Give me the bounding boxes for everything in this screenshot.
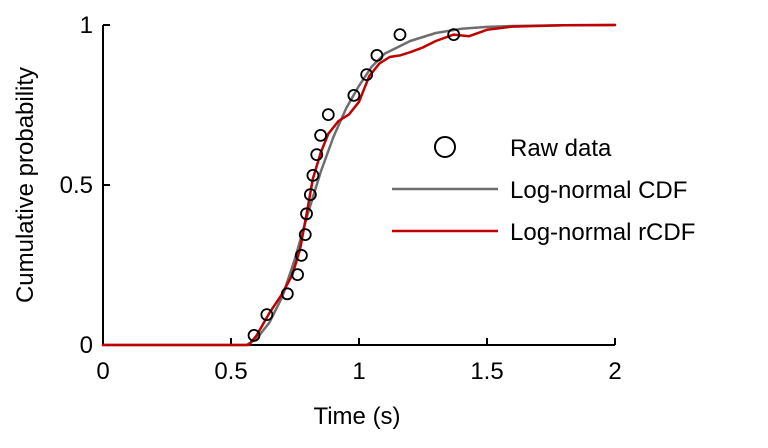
raw-data-point [370, 49, 384, 62]
log-normal-rcdf-line [101, 23, 617, 347]
raw-data-point [298, 228, 312, 242]
raw-data-point [291, 268, 304, 282]
x-tick-label: 0 [96, 358, 109, 385]
y-tick-label: 0 [80, 332, 93, 359]
x-axis-label: Time (s) [313, 403, 400, 430]
raw-data-point [260, 308, 274, 322]
x-tick-label: 0.5 [214, 358, 247, 385]
raw-data-point [360, 68, 374, 81]
axes: 0 0.5 1 1.5 2 0 0.5 1 [60, 12, 622, 385]
x-tick-label: 1 [352, 358, 365, 385]
x-tick-label: 1.5 [470, 358, 503, 385]
y-tick-label: 1 [80, 12, 93, 39]
legend-label: Raw data [510, 135, 612, 162]
raw-data-point [447, 28, 461, 41]
raw-data-point [280, 287, 294, 301]
x-tick-label: 2 [608, 358, 621, 385]
raw-data-point [247, 328, 261, 342]
raw-data-point [300, 207, 313, 221]
raw-data-point [294, 248, 308, 262]
plot-area [101, 23, 617, 347]
raw-data-point [306, 168, 320, 182]
raw-data-point [321, 108, 335, 121]
legend-label: Log-normal rCDF [510, 219, 695, 246]
raw-data-point [347, 89, 361, 102]
raw-data-point [303, 188, 317, 202]
y-tick-label: 0.5 [60, 172, 93, 199]
legend: Raw data Log-normal CDF Log-normal rCDF [392, 135, 695, 246]
y-axis-label: Cumulative probability [12, 67, 39, 303]
raw-data-point [314, 128, 328, 142]
legend-label: Log-normal CDF [510, 177, 687, 204]
legend-marker-raw-data [434, 136, 456, 158]
raw-data-point [310, 148, 324, 162]
raw-data-point [393, 28, 407, 41]
